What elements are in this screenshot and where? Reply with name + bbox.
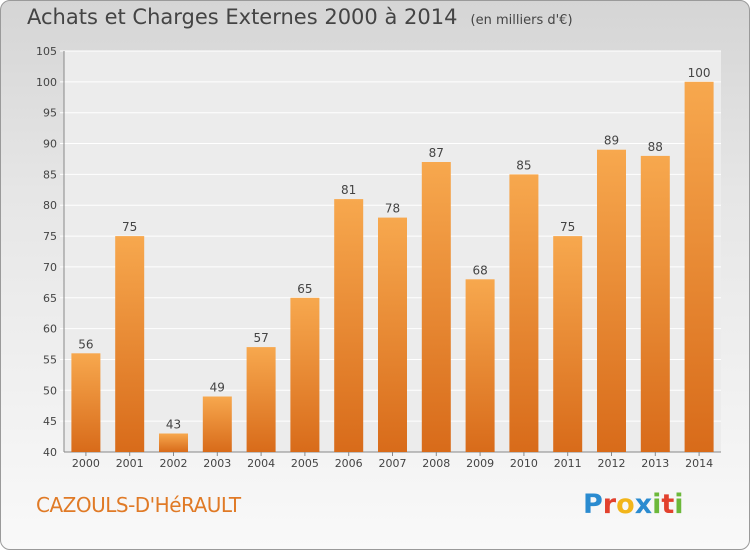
bar-2006 — [334, 199, 364, 452]
data-label-2007: 78 — [385, 202, 400, 216]
y-tick-label-60: 60 — [43, 323, 57, 336]
x-tick-label-2014: 2014 — [685, 457, 713, 470]
bar-2000 — [71, 353, 101, 452]
logo-letter: t — [661, 489, 675, 520]
logo-letter: x — [634, 489, 653, 520]
bar-2002 — [159, 433, 188, 452]
data-label-2012: 89 — [604, 134, 619, 148]
data-label-2001: 75 — [122, 220, 137, 234]
data-label-2014: 100 — [688, 66, 711, 80]
data-label-2006: 81 — [341, 183, 356, 197]
logo-letter: o — [616, 489, 635, 520]
bar-2007 — [378, 217, 407, 452]
x-tick-label-2011: 2011 — [554, 457, 582, 470]
y-tick-label-55: 55 — [43, 353, 57, 366]
x-tick-label-2009: 2009 — [466, 457, 494, 470]
bar-2008 — [421, 162, 451, 452]
bar-2014 — [684, 81, 714, 453]
data-label-2008: 87 — [429, 146, 444, 160]
data-label-2000: 56 — [78, 337, 93, 351]
x-tick-label-2004: 2004 — [247, 457, 275, 470]
commune-name: CAZOULS-D'HéRAULT — [36, 493, 241, 517]
logo-letter: i — [674, 489, 684, 520]
bar-2001 — [115, 236, 145, 452]
bar-2013 — [640, 155, 670, 452]
data-label-2003: 49 — [210, 381, 225, 395]
bar-2009 — [465, 279, 495, 452]
bar-2004 — [246, 347, 276, 452]
y-tick-label-85: 85 — [43, 168, 57, 181]
y-tick-label-40: 40 — [43, 446, 57, 459]
bar-2012 — [597, 149, 626, 452]
logo-letter: r — [602, 489, 617, 520]
chart-title: Achats et Charges Externes 2000 à 2014 — [27, 5, 458, 29]
bar-2010 — [509, 174, 539, 452]
logo-letter: i — [652, 489, 662, 520]
y-tick-label-75: 75 — [43, 230, 57, 243]
data-label-2002: 43 — [166, 418, 181, 432]
logo-letter: P — [583, 489, 603, 520]
bar-2005 — [290, 297, 320, 452]
x-tick-label-2012: 2012 — [598, 457, 626, 470]
x-tick-label-2006: 2006 — [335, 457, 363, 470]
x-tick-label-2013: 2013 — [641, 457, 669, 470]
data-label-2011: 75 — [560, 220, 575, 234]
x-tick-label-2005: 2005 — [291, 457, 319, 470]
x-tick-label-2008: 2008 — [422, 457, 450, 470]
y-tick-label-80: 80 — [43, 199, 57, 212]
y-tick-label-70: 70 — [43, 261, 57, 274]
y-tick-label-50: 50 — [43, 384, 57, 397]
bar-2011 — [553, 236, 583, 452]
y-tick-label-65: 65 — [43, 292, 57, 305]
chart-unit: (en milliers d'€) — [470, 13, 573, 28]
title-row: Achats et Charges Externes 2000 à 2014 (… — [27, 5, 573, 29]
x-tick-label-2002: 2002 — [160, 457, 188, 470]
bar-2003 — [202, 396, 232, 452]
data-label-2010: 85 — [516, 158, 531, 172]
y-tick-label-105: 105 — [36, 45, 57, 58]
x-tick-label-2001: 2001 — [116, 457, 144, 470]
x-tick-label-2003: 2003 — [203, 457, 231, 470]
x-tick-label-2007: 2007 — [379, 457, 407, 470]
y-tick-label-90: 90 — [43, 138, 57, 151]
data-label-2009: 68 — [472, 263, 487, 277]
data-label-2005: 65 — [297, 282, 312, 296]
y-tick-label-95: 95 — [43, 107, 57, 120]
data-label-2004: 57 — [253, 331, 268, 345]
x-tick-label-2010: 2010 — [510, 457, 538, 470]
y-tick-label-45: 45 — [43, 415, 57, 428]
proxiti-logo: Proxiti — [583, 489, 684, 520]
data-label-2013: 88 — [648, 140, 663, 154]
x-tick-label-2000: 2000 — [72, 457, 100, 470]
y-tick-label-100: 100 — [36, 76, 57, 89]
